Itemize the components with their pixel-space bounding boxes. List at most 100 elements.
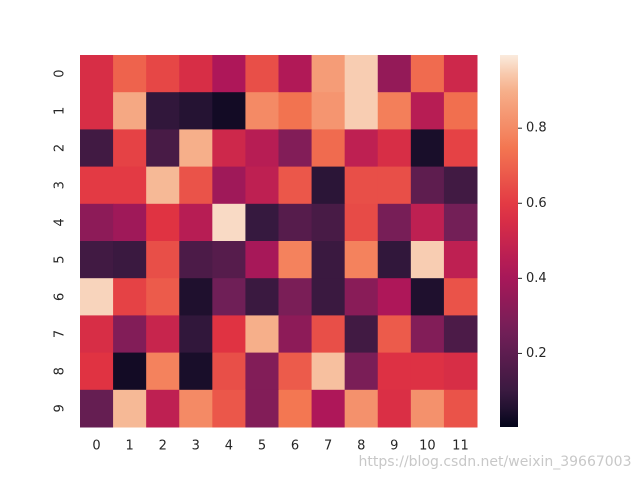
x-tick-label: 5: [258, 439, 266, 454]
cell: [278, 389, 313, 428]
cell: [179, 352, 213, 391]
cell: [80, 278, 114, 316]
cell: [245, 389, 279, 428]
cell: [344, 166, 379, 205]
cell: [311, 352, 346, 391]
cell: [212, 55, 246, 93]
cell: [278, 55, 313, 93]
cell: [377, 203, 412, 242]
x-tick-label: 0: [92, 439, 100, 454]
cell: [410, 203, 445, 242]
cell: [113, 278, 147, 316]
colorbar-tick-label: 0.2: [526, 346, 547, 361]
cell: [311, 92, 346, 130]
cell: [179, 389, 213, 428]
cell: [278, 166, 313, 205]
cell: [278, 129, 313, 168]
y-tick-label: 7: [53, 330, 68, 338]
cell: [377, 55, 412, 93]
cell: [443, 203, 478, 242]
y-tick-label: 6: [53, 293, 68, 301]
cell: [113, 352, 147, 391]
cell: [146, 389, 180, 428]
cell: [443, 129, 478, 168]
cell: [212, 92, 246, 130]
y-tick-label: 0: [53, 69, 68, 77]
cell: [113, 315, 147, 354]
cell: [410, 278, 445, 316]
cell: [443, 166, 478, 205]
cell: [344, 389, 379, 428]
cell: [179, 129, 213, 168]
cell: [377, 166, 412, 205]
cell: [245, 315, 279, 354]
cell: [410, 129, 445, 168]
colorbar: [500, 55, 518, 427]
cell: [80, 55, 114, 93]
cell: [212, 278, 246, 316]
watermark: https://blog.csdn.net/weixin_39667003: [358, 454, 631, 470]
cell: [311, 166, 346, 205]
y-tick-label: 9: [53, 404, 68, 412]
cell: [344, 352, 379, 391]
cell: [344, 129, 379, 168]
cell: [212, 129, 246, 168]
cell: [443, 55, 478, 93]
cell: [146, 92, 180, 130]
cell: [410, 92, 445, 130]
y-tick-label: 8: [53, 367, 68, 375]
cell: [377, 241, 412, 279]
cell: [113, 55, 147, 93]
cell: [311, 55, 346, 93]
x-tick-label: 1: [125, 439, 133, 454]
cell: [278, 92, 313, 130]
cell: [146, 203, 180, 242]
cell: [212, 166, 246, 205]
y-tick-label: 3: [53, 181, 68, 189]
y-tick-label: 1: [53, 107, 68, 115]
cell: [344, 241, 379, 279]
x-tick-label: 4: [225, 439, 233, 454]
cell: [212, 241, 246, 279]
x-tick-label: 6: [291, 439, 299, 454]
cell: [278, 352, 313, 391]
cell: [212, 389, 246, 428]
cell: [80, 241, 114, 279]
cell: [80, 315, 114, 354]
cell: [344, 55, 379, 93]
cell: [245, 55, 279, 93]
cell: [278, 241, 313, 279]
cell: [245, 166, 279, 205]
cell: [410, 352, 445, 391]
cell: [311, 315, 346, 354]
cell: [179, 241, 213, 279]
cell: [443, 92, 478, 130]
cell: [344, 203, 379, 242]
cell: [311, 278, 346, 316]
cell: [245, 203, 279, 242]
cell: [179, 315, 213, 354]
cell: [410, 389, 445, 428]
cell: [410, 55, 445, 93]
cell: [278, 278, 313, 316]
x-tick-label: 3: [192, 439, 200, 454]
x-tick-label: 9: [390, 439, 398, 454]
cell: [146, 241, 180, 279]
cell: [377, 92, 412, 130]
cell: [146, 129, 180, 168]
cell: [113, 129, 147, 168]
cell: [377, 129, 412, 168]
cell: [146, 166, 180, 205]
cell: [443, 315, 478, 354]
cell: [278, 203, 313, 242]
cell: [278, 315, 313, 354]
cell: [311, 389, 346, 428]
cell: [80, 203, 114, 242]
cell: [80, 352, 114, 391]
cell: [80, 129, 114, 168]
cell: [311, 129, 346, 168]
cell: [146, 55, 180, 93]
y-tick-label: 5: [53, 255, 68, 263]
x-tick-label: 2: [159, 439, 167, 454]
